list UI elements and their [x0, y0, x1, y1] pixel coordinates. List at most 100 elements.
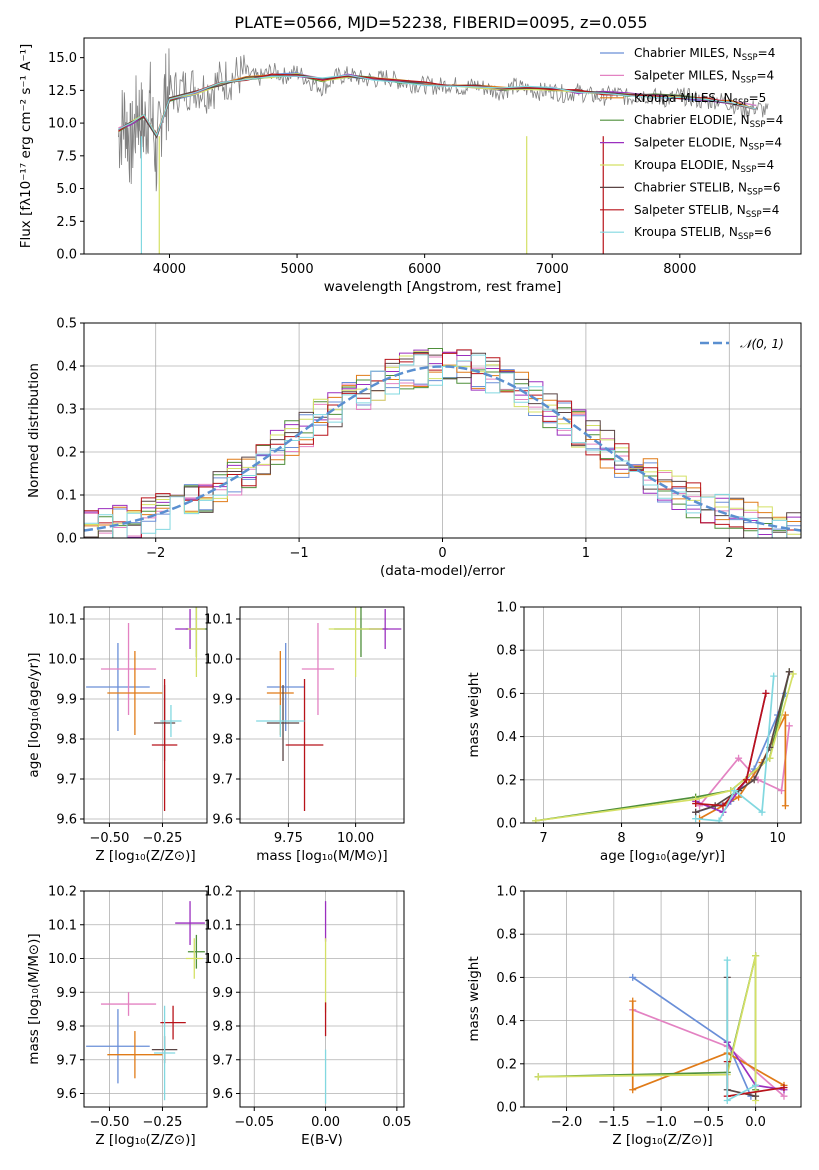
panel-mass-vs-Z: −0.50 −0.25 9.6 9.7 9.8 9.9 10.0 10.1 10.2 Z [log… [26, 885, 208, 1148]
x-tick-label: 5000 [281, 262, 314, 277]
weight-marker [715, 817, 723, 823]
legend-label-text: Salpeter MILES, N [634, 68, 741, 82]
y-tick-label: 10.0 [48, 952, 77, 967]
x-tick-label: −1.5 [598, 1115, 630, 1130]
x-tick-label: 6000 [408, 262, 441, 277]
weight-marker [752, 952, 760, 960]
y-tick-label: 10.1 [48, 918, 77, 933]
y-tick-label: 0.0 [496, 1101, 517, 1116]
model-spectrum-line [118, 73, 757, 139]
x-tick-label: −0.25 [143, 1115, 183, 1130]
error-bar-point [160, 705, 182, 737]
y-axis-label: Flux [fλ10⁻¹⁷ erg cm⁻² s⁻¹ A⁻¹] [18, 44, 34, 249]
weight-marker [719, 802, 727, 810]
error-bar-point [187, 607, 205, 677]
weight-marker [752, 1092, 760, 1100]
y-tick-label: 0.5 [56, 317, 77, 332]
y-tick-label: 0.6 [496, 971, 517, 986]
error-bar-point [100, 623, 157, 715]
plot-area [84, 347, 801, 538]
normal-pdf-curve [84, 365, 801, 532]
weight-marker [785, 668, 793, 676]
legend-subscript: SSP [747, 187, 763, 197]
error-bar-point [153, 1005, 176, 1101]
y-tick-label: 12.5 [48, 84, 77, 99]
x-tick-label: −0.25 [143, 831, 183, 846]
legend-label-text: Kroupa ELODIE, N [634, 158, 741, 172]
legend-label-text: Kroupa MILES, N [634, 91, 733, 105]
x-tick-label: 0.0 [745, 1115, 766, 1130]
legend-entry: Chabrier ELODIE, NSSP=4 [634, 113, 783, 130]
error-bar-point [107, 651, 163, 735]
y-tick-label: 0.2 [496, 1057, 517, 1072]
axes-frame [523, 606, 802, 824]
axes-frame [83, 890, 208, 1108]
y-axis-label: Normed distribution [26, 363, 42, 498]
legend-label-text: Salpeter STELIB, N [634, 203, 746, 217]
legend-label-text: Salpeter ELODIE, N [634, 136, 748, 150]
axes-frame [239, 890, 405, 1108]
y-tick-label: 0.4 [496, 730, 517, 745]
legend-suffix: =4 [756, 68, 774, 82]
panel-residual-histogram: −2 −1 0 1 2 0.0 0.1 0.2 0.3 0.4 0.5 (data-model)/er… [26, 317, 802, 579]
legend-suffix: =4 [766, 113, 784, 127]
x-tick-label: −0.5 [693, 1115, 725, 1130]
panel-weight-vs-age: 7 8 9 10 0.0 0.2 0.4 0.6 0.8 1.0 age [log₁₀(age/yr… [466, 601, 802, 864]
error-bar-point [86, 1009, 150, 1084]
legend-entry: Salpeter MILES, NSSP=4 [634, 68, 774, 85]
y-tick-label: 0.2 [56, 446, 77, 461]
error-bar-point [185, 938, 203, 979]
histogram-step [84, 351, 801, 538]
y-tick-label: 0.0 [56, 532, 77, 547]
y-tick-label: 9.7 [56, 1053, 77, 1068]
y-tick-label: 2.5 [56, 215, 77, 230]
weight-marker [692, 815, 700, 823]
y-tick-label: 9.7 [212, 773, 233, 788]
weight-marker [692, 808, 700, 816]
plot-area [256, 607, 402, 811]
weight-line [538, 955, 757, 1090]
weight-marker [762, 689, 770, 697]
x-tick-label: −0.50 [90, 1115, 130, 1130]
y-tick-label: 0.1 [56, 489, 77, 504]
error-bar-point [328, 607, 383, 677]
panel-weight-vs-Z: −2.0 −1.5 −1.0 −0.5 0.0 0.0 0.2 0.4 0.6 0.8 1.0 Z [… [466, 885, 802, 1148]
y-tick-label: 9.6 [56, 1087, 77, 1102]
y-tick-label: 9.7 [56, 773, 77, 788]
y-tick-label: 0.6 [496, 687, 517, 702]
error-bar-point [151, 679, 178, 811]
weight-line [695, 671, 791, 814]
y-axis-label: mass [log₁₀(M/M⊙)] [26, 933, 42, 1064]
panel-age-vs-mass: 9.75 10.00 9.6 9.7 9.8 9.9 10.0 10.1 mass [log₁₀… [204, 606, 405, 864]
legend-suffix: =4 [762, 203, 780, 217]
error-bar-point [256, 705, 305, 737]
weight-marker [723, 956, 731, 964]
weight-line [538, 955, 757, 1101]
x-tick-label: 9 [695, 831, 703, 846]
histogram-step [84, 354, 801, 538]
legend-subscript: SSP [741, 75, 757, 85]
legend-suffix: =6 [754, 225, 772, 239]
plot-area [118, 48, 769, 254]
model-spectrum-line [118, 74, 757, 137]
x-tick-label: −0.05 [234, 1115, 274, 1130]
y-tick-label: 7.5 [56, 149, 77, 164]
legend-subscript: SSP [746, 210, 762, 220]
y-tick-label: 9.6 [212, 813, 233, 828]
x-tick-label: 0.05 [382, 1115, 411, 1130]
legend-suffix: =4 [764, 136, 782, 150]
figure-title: PLATE=0566, MJD=52238, FIBERID=0095, z=0… [234, 13, 647, 32]
plot-area [86, 607, 207, 811]
weight-marker [532, 817, 540, 823]
x-tick-label: 0.00 [311, 1115, 340, 1130]
legend-suffix: =4 [756, 158, 774, 172]
y-tick-label: 9.8 [56, 1020, 77, 1035]
weight-marker [789, 670, 797, 678]
weight-marker [735, 754, 743, 762]
legend-entry: Kroupa ELODIE, NSSP=4 [634, 158, 774, 175]
legend-entry: 𝒩(0, 1) [740, 337, 784, 351]
y-tick-label: 9.8 [212, 733, 233, 748]
legend-suffix: =5 [749, 91, 767, 105]
y-axis-label: mass weight [466, 956, 482, 1041]
y-tick-label: 10.0 [204, 653, 233, 668]
